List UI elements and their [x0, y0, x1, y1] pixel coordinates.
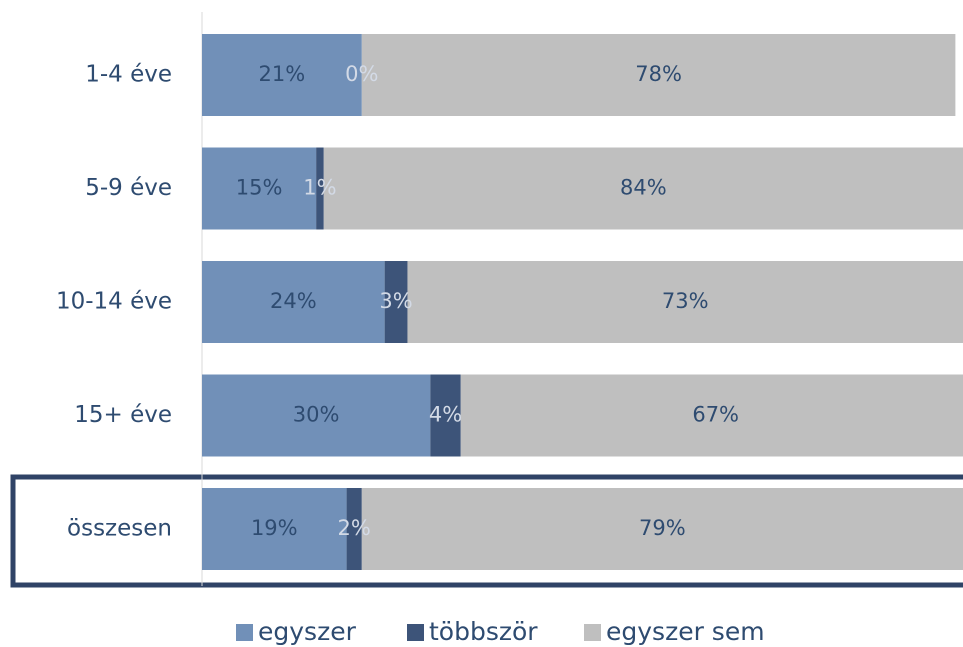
data-label: 0% [345, 62, 378, 86]
bar-segment [323, 147, 963, 230]
legend-label: többször [429, 617, 538, 646]
legend-label: egyszer [258, 617, 357, 646]
data-label: 67% [692, 403, 739, 427]
bar-segment [384, 261, 408, 343]
legend-label: egyszer sem [606, 617, 765, 646]
bar-segment [430, 374, 461, 457]
data-label: 84% [620, 176, 667, 200]
bar-segment [202, 488, 347, 570]
data-label: 1% [303, 176, 336, 200]
bar-segment [202, 374, 431, 457]
highlight-box [10, 474, 963, 588]
data-label: 79% [639, 516, 686, 540]
bar-segment [361, 488, 963, 570]
category-label: 15+ éve [74, 402, 172, 428]
bar-segment [316, 147, 324, 230]
data-label: 19% [251, 516, 298, 540]
bar-segment [202, 147, 317, 230]
data-label: 15% [236, 176, 283, 200]
legend-swatch [407, 624, 424, 641]
data-label: 73% [662, 289, 709, 313]
data-label: 30% [293, 403, 340, 427]
category-label: 5-9 éve [85, 175, 172, 201]
bar-segment [202, 261, 385, 343]
legend-swatch [236, 624, 253, 641]
data-label: 3% [379, 289, 412, 313]
category-label: 10-14 éve [56, 289, 172, 315]
bar-segment [202, 34, 362, 116]
bar-segment [460, 374, 963, 457]
data-label: 78% [635, 62, 682, 86]
data-label: 2% [338, 516, 371, 540]
data-label: 21% [259, 62, 306, 86]
data-label: 24% [270, 289, 317, 313]
bar-segment [361, 34, 956, 116]
bar-segment [346, 488, 362, 570]
category-label: 1-4 éve [85, 62, 172, 88]
category-label: összesen [67, 516, 172, 542]
bar-segment [407, 261, 963, 343]
legend-swatch [584, 624, 601, 641]
data-label: 4% [429, 403, 462, 427]
